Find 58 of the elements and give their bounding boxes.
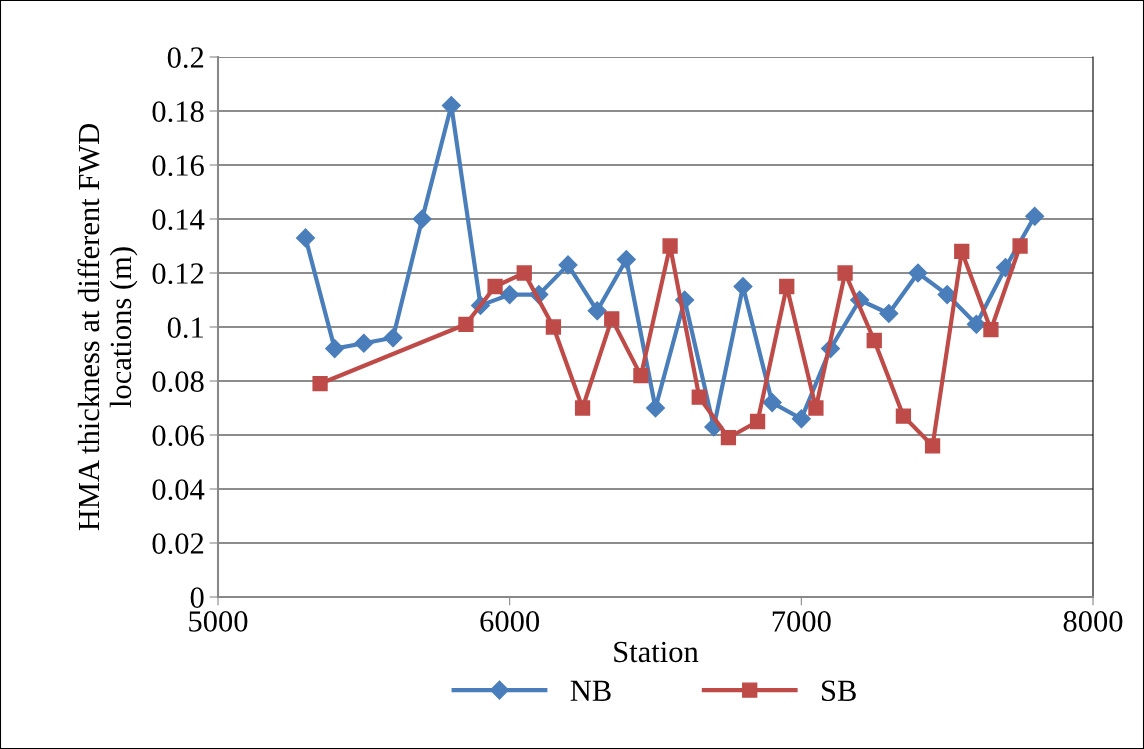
x-axis-title: Station [614,641,699,663]
point [895,408,912,424]
x-tick-label: 7000 [772,611,831,632]
point [587,301,607,321]
x-tick-label: 6000 [480,611,540,632]
point [879,303,899,324]
point [645,398,666,418]
y-axis-title: HMA thickness at different FWD locations (m) [77,123,138,531]
point [516,265,532,281]
point [779,278,795,295]
point [412,209,432,229]
point [837,265,853,281]
point [1012,238,1028,254]
point [558,255,578,275]
y-tick-label: 0.18 [152,101,204,123]
point [954,243,970,260]
y-tick-label: 0 [190,587,204,608]
y-tick-label: 0.1 [167,317,203,339]
point [983,322,999,338]
point [749,413,766,430]
point [458,316,474,332]
point [720,430,737,446]
point [691,389,707,405]
legend-label: SB [822,680,856,702]
point [633,367,649,384]
point [604,311,620,327]
point [383,328,403,348]
point [487,278,503,295]
y-tick-label: 0.16 [152,155,204,177]
y-tick-label: 0.2 [167,47,204,69]
y-tick-label: 0.06 [152,425,204,447]
y-tick-label: 0.02 [152,533,204,555]
y-tick-label: 0.08 [152,371,204,393]
x-tick-label: 8000 [1063,611,1123,632]
point [662,238,678,254]
point [966,314,986,334]
y-tick-label: 0.12 [152,263,204,285]
legend-label: NB [570,680,611,701]
point [312,376,328,392]
point [295,228,316,248]
point [937,285,957,305]
x-tick-label: 5000 [189,611,248,632]
point [500,285,520,305]
point [908,263,928,283]
point [924,438,941,454]
point [866,332,882,349]
point [325,339,345,359]
point [354,333,374,353]
point [441,96,461,116]
y-tick-label: 0.14 [152,209,205,231]
point [808,400,824,416]
point [574,400,591,416]
point [545,319,562,335]
point [762,393,782,413]
point [616,249,636,270]
point [1025,206,1045,226]
point [791,409,811,429]
y-tick-label: 0.04 [152,479,205,501]
